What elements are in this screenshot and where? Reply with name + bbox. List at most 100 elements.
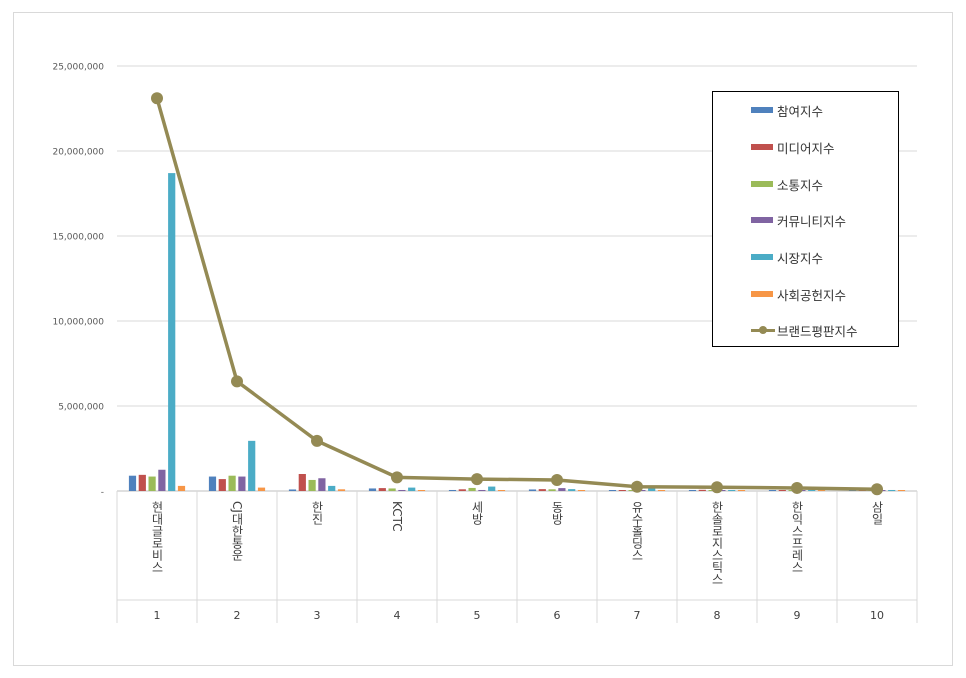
legend-item: 브랜드평판지수 <box>751 320 858 340</box>
bar <box>897 490 906 491</box>
legend-item: 커뮤니티지수 <box>751 210 846 230</box>
bar <box>538 489 546 491</box>
y-tick-label: - <box>101 488 104 498</box>
bar <box>238 476 246 491</box>
x-rank-label: 4 <box>394 609 401 622</box>
y-axis: - 5,000,000 10,000,000 15,000,000 20,000,000… <box>52 63 104 498</box>
bar <box>218 479 226 491</box>
bar <box>398 489 406 491</box>
line-point <box>711 481 723 494</box>
legend-label: 참여지수 <box>777 103 824 119</box>
bar <box>298 474 306 491</box>
bar <box>768 489 777 491</box>
bar <box>728 489 736 491</box>
legend-label: 사회공헌지수 <box>777 287 847 303</box>
bar <box>248 440 256 491</box>
bar <box>138 474 146 491</box>
line-point <box>791 481 803 494</box>
line-point <box>471 473 483 486</box>
x-rank-label: 2 <box>234 609 241 622</box>
x-rank-label: 1 <box>154 609 161 622</box>
x-category-label: 한진 <box>310 501 324 525</box>
bar <box>318 478 326 491</box>
legend-swatch <box>751 107 773 113</box>
x-category-label: CJ대한통운 <box>230 501 244 561</box>
x-rank-label: 8 <box>714 609 721 622</box>
legend-item: 소통지수 <box>751 174 823 194</box>
y-tick-label: 15,000,000 <box>52 233 104 243</box>
line-point <box>311 434 323 447</box>
bar <box>308 479 316 491</box>
bars <box>128 173 906 491</box>
bar <box>448 489 457 491</box>
bar <box>128 475 137 491</box>
line-point <box>871 483 883 496</box>
bar <box>257 487 266 491</box>
bar <box>488 486 496 491</box>
x-rank-label: 9 <box>794 609 801 622</box>
bar <box>378 488 386 491</box>
bar <box>778 489 786 491</box>
legend-line-marker <box>751 324 775 336</box>
x-rank-label: 10 <box>870 609 884 622</box>
line-point <box>631 480 643 493</box>
bar <box>148 476 156 491</box>
line-path <box>155 97 878 492</box>
legend-label: 시장지수 <box>777 250 824 266</box>
x-axis: 현대글로비스 1 CJ대한통운 2 한진 3 KCTC 4 세방 5 동방 6 유수홀딩스 7 한솔로지스틱… <box>116 490 918 623</box>
line-point <box>391 471 403 484</box>
x-category-label: 세방 <box>470 501 484 525</box>
bar <box>388 488 396 491</box>
legend-item: 미디어지수 <box>751 137 835 157</box>
legend-item: 참여지수 <box>751 100 823 120</box>
bar <box>408 487 416 491</box>
bar <box>158 469 166 491</box>
x-category-label: KCTC <box>390 501 404 532</box>
legend-label: 미디어지수 <box>777 140 835 156</box>
legend-swatch <box>751 291 773 297</box>
line-point <box>551 473 563 486</box>
bar <box>208 476 217 491</box>
legend-swatch <box>751 181 773 187</box>
bar <box>468 487 476 491</box>
bar <box>628 490 636 491</box>
bar <box>168 173 176 491</box>
legend-item: 시장지수 <box>751 247 823 267</box>
bar <box>657 490 666 491</box>
y-tick-label: 20,000,000 <box>52 148 104 158</box>
x-category-label: 삼일 <box>870 501 884 525</box>
bar <box>737 490 746 491</box>
bar <box>577 490 586 491</box>
y-tick-label: 5,000,000 <box>58 403 104 413</box>
bar <box>698 489 706 491</box>
y-tick-label: 10,000,000 <box>52 318 104 328</box>
bar <box>528 489 537 491</box>
bar <box>478 489 486 491</box>
legend-label: 브랜드평판지수 <box>777 323 858 339</box>
bar <box>228 475 236 491</box>
bar <box>808 489 816 491</box>
legend: 참여지수 미디어지수 소통지수 커뮤니티지수 시장지수 사회공헌지수 브랜드평판… <box>712 91 899 347</box>
bar <box>817 490 826 491</box>
x-rank-label: 7 <box>634 609 641 622</box>
line-point <box>151 92 163 105</box>
x-rank-label: 3 <box>314 609 321 622</box>
bar <box>458 489 466 491</box>
x-category-label: 한익스프레스 <box>790 501 804 573</box>
x-category-label: 동방 <box>550 501 564 525</box>
bar <box>638 490 646 491</box>
bar <box>688 489 697 491</box>
legend-swatch <box>751 144 773 150</box>
bar <box>548 489 556 491</box>
legend-item: 사회공헌지수 <box>751 284 846 304</box>
line-series <box>151 92 883 496</box>
legend-label: 커뮤니티지수 <box>777 213 847 229</box>
bar <box>328 485 336 491</box>
x-category-label: 현대글로비스 <box>150 501 164 573</box>
bar <box>888 489 896 491</box>
bar <box>568 489 576 491</box>
legend-swatch <box>751 217 773 223</box>
y-tick-label: 25,000,000 <box>52 63 104 73</box>
bar <box>558 488 566 491</box>
